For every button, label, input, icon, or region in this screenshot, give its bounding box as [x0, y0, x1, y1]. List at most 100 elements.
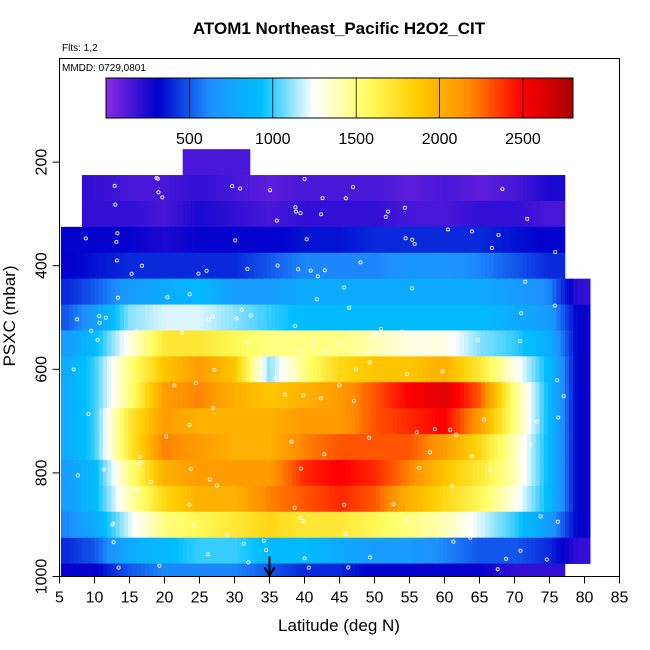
heatmap-cell [174, 537, 179, 564]
flight-point [234, 316, 239, 321]
heatmap-cell [556, 356, 562, 383]
heatmap-cell [212, 382, 217, 409]
flight-point [134, 487, 139, 492]
heatmap-cell [380, 356, 385, 383]
heatmap-cell [443, 356, 448, 383]
heatmap-cell [375, 175, 381, 202]
heatmap-cell [270, 252, 276, 280]
flight-point [116, 295, 121, 300]
heatmap-cell [77, 304, 83, 331]
heatmap-cell [107, 200, 112, 228]
heatmap-cell [224, 149, 230, 176]
heatmap-cell [287, 252, 293, 280]
heatmap-cell [60, 537, 66, 564]
heatmap-cell [249, 304, 255, 331]
heatmap-cell [266, 330, 272, 357]
heatmap-cell [312, 382, 318, 409]
heatmap-cell [98, 175, 104, 202]
heatmap-cell [182, 485, 188, 513]
heatmap-cell [585, 356, 591, 383]
heatmap-cell [279, 511, 284, 539]
heatmap-cell [518, 356, 524, 383]
heatmap-cell [527, 485, 532, 513]
heatmap-cell [380, 252, 385, 280]
heatmap-cell [434, 485, 440, 513]
heatmap-cell [514, 537, 520, 564]
heatmap-cell [350, 459, 356, 487]
colorbar [105, 77, 574, 119]
heatmap-cell [342, 356, 347, 383]
heatmap-cell [359, 175, 364, 202]
heatmap-cell [405, 278, 410, 305]
heatmap-cell [552, 356, 557, 383]
heatmap-cell [497, 563, 503, 577]
heatmap-cell [518, 304, 524, 331]
heatmap-cell [346, 304, 352, 331]
heatmap-cell [422, 252, 427, 280]
heatmap-cell [367, 537, 373, 564]
heatmap-cell [237, 304, 242, 331]
heatmap-cell [539, 330, 545, 357]
heatmap-cell [472, 563, 478, 577]
heatmap-cell [275, 330, 280, 357]
heatmap-cell [392, 252, 398, 280]
heatmap-cell [577, 356, 583, 383]
heatmap-cell [535, 563, 541, 577]
y-tick-label: 400 [34, 252, 51, 279]
heatmap-cell [585, 382, 591, 409]
heatmap-cell [501, 563, 507, 577]
heatmap-cell [342, 408, 347, 435]
heatmap-cell [233, 278, 238, 305]
heatmap-cell [388, 304, 394, 331]
heatmap-cell [94, 485, 100, 513]
heatmap-cell [195, 278, 200, 305]
heatmap-cell [577, 511, 583, 539]
x-axis: 5 10 15 20 25 30 35 40 45 50 55 60 65 70 75 80 85 [55, 576, 629, 607]
heatmap-cell [262, 434, 268, 461]
heatmap-cell [266, 200, 272, 228]
heatmap-cell [94, 252, 100, 280]
heatmap-cell [102, 226, 108, 254]
heatmap-cell [527, 537, 532, 564]
heatmap-cell [552, 485, 557, 513]
heatmap-cell [321, 408, 326, 435]
heatmap-cell [468, 408, 473, 435]
heatmap-cell [363, 511, 368, 539]
heatmap-cell [506, 278, 511, 305]
flight-point [347, 305, 352, 310]
heatmap-cell [174, 459, 179, 487]
heatmap-cell [392, 511, 398, 539]
heatmap-cell [136, 563, 142, 577]
heatmap-cell [178, 356, 184, 383]
heatmap-cell [237, 485, 242, 513]
heatmap-cell [165, 382, 171, 409]
heatmap-cell [123, 434, 129, 461]
heatmap-cell [317, 537, 322, 564]
heatmap-cell [388, 563, 394, 577]
heatmap-cell [359, 304, 364, 331]
flight-points [71, 175, 566, 572]
heatmap-cell [228, 175, 234, 202]
heatmap-cell [287, 434, 293, 461]
heatmap-cell [522, 485, 528, 513]
heatmap-cell [363, 563, 368, 577]
heatmap-cell [367, 252, 373, 280]
heatmap-cell [573, 330, 578, 357]
heatmap-cell [279, 330, 284, 357]
heatmap-cell [300, 537, 305, 564]
heatmap-cell [451, 485, 457, 513]
heatmap-cell [254, 459, 259, 487]
heatmap-cell [367, 226, 373, 254]
heatmap-cell [241, 226, 247, 254]
flight-point [301, 519, 306, 524]
heatmap-cell [287, 226, 293, 254]
heatmap-cell [212, 563, 217, 577]
heatmap-cell [426, 537, 431, 564]
heatmap-cell [409, 175, 415, 202]
flight-point [116, 565, 121, 570]
heatmap-cell [144, 175, 150, 202]
heatmap-cell [417, 563, 423, 577]
heatmap-cell [258, 175, 263, 202]
heatmap-cell [199, 459, 205, 487]
heatmap-cell [329, 537, 335, 564]
